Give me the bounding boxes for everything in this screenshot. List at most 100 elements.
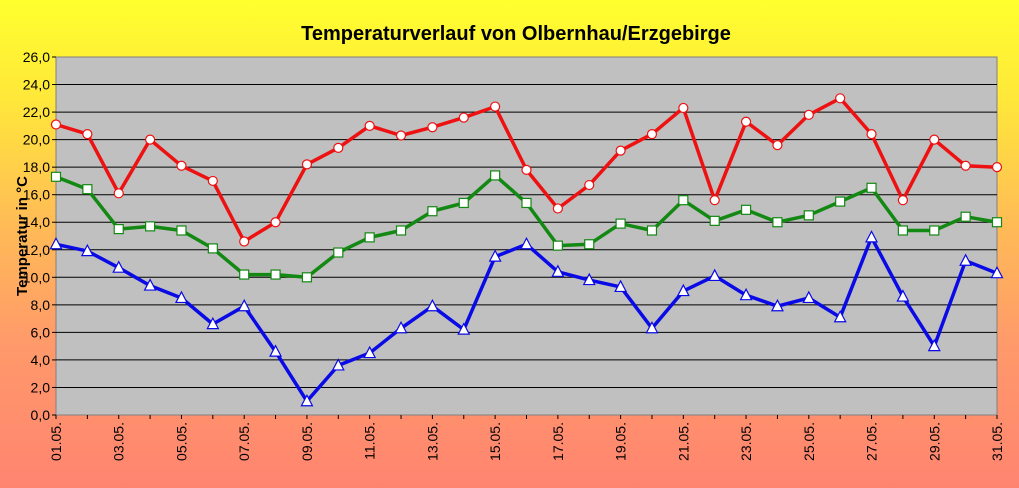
data-point — [582, 272, 596, 286]
data-point — [991, 217, 1003, 228]
data-point — [145, 134, 156, 145]
data-point — [929, 225, 940, 236]
x-tick-label: 05.05. — [173, 422, 189, 461]
y-tick-label: 8,0 — [31, 297, 51, 313]
data-point — [584, 179, 595, 191]
data-point — [614, 279, 628, 293]
series-2 — [50, 170, 1003, 283]
data-point — [207, 175, 218, 187]
data-point — [646, 225, 658, 236]
x-tick-label: 09.05. — [299, 422, 315, 461]
y-tick-label: 22,0 — [23, 104, 50, 120]
data-point — [301, 272, 313, 283]
data-point — [520, 236, 533, 250]
data-point — [615, 218, 626, 229]
data-point — [960, 211, 971, 222]
y-tick-label: 4,0 — [31, 352, 51, 368]
data-point — [143, 278, 157, 291]
data-point — [174, 290, 188, 304]
data-point — [395, 225, 407, 236]
data-point — [833, 309, 847, 323]
data-point — [49, 236, 63, 250]
data-point — [50, 119, 62, 130]
data-point — [678, 102, 689, 114]
data-point — [145, 221, 156, 232]
data-point — [584, 239, 595, 250]
x-tick-label: 23.05. — [738, 422, 754, 461]
data-point — [80, 243, 94, 257]
chart-title: Temperaturverlauf von Olbernhau/Erzgebir… — [301, 23, 731, 45]
data-point — [239, 236, 250, 247]
x-tick-label: 17.05. — [550, 422, 566, 461]
data-point — [457, 322, 471, 335]
x-tick-label: 07.05. — [236, 422, 252, 461]
x-tick-label: 15.05. — [487, 422, 503, 461]
data-point — [364, 232, 375, 243]
data-point — [425, 298, 439, 312]
data-point — [301, 159, 313, 170]
data-point — [678, 195, 689, 206]
data-point — [615, 145, 626, 156]
data-point — [709, 215, 720, 226]
data-point — [646, 129, 658, 140]
data-point — [708, 268, 722, 282]
data-point — [990, 265, 1004, 279]
x-tick-label: 11.05. — [362, 422, 378, 460]
y-axis-label: Temperatur in °C — [14, 176, 31, 296]
data-point — [740, 116, 752, 127]
data-point — [803, 109, 814, 120]
data-point — [239, 269, 250, 280]
data-point — [551, 264, 565, 277]
y-tick-label: 20,0 — [23, 132, 50, 148]
data-point — [896, 289, 910, 302]
data-point — [927, 338, 941, 352]
data-point — [364, 120, 375, 131]
data-point — [270, 217, 281, 228]
y-tick-label: 0,0 — [31, 407, 51, 423]
data-point — [959, 253, 973, 266]
y-tick-label: 18,0 — [23, 159, 50, 175]
data-point — [835, 93, 846, 104]
data-point — [207, 243, 218, 254]
data-point — [772, 140, 783, 151]
x-tick-label: 21.05. — [675, 422, 691, 461]
data-point — [865, 230, 879, 243]
data-point — [490, 101, 501, 112]
data-point — [270, 269, 281, 280]
x-axis-ticks: 01.05. 03.05. 05.05. 07.05. 09.05. 11.05. 13.0… — [48, 415, 1005, 461]
data-point — [363, 345, 377, 359]
series-1 — [50, 93, 1003, 247]
data-point — [395, 130, 407, 141]
data-point — [82, 184, 93, 195]
series-3 — [49, 230, 1004, 407]
data-point — [333, 247, 344, 258]
data-point — [991, 162, 1003, 173]
data-point — [206, 316, 220, 330]
x-tick-label: 29.05. — [926, 422, 942, 461]
data-point — [552, 203, 563, 214]
data-point — [331, 358, 345, 371]
data-point — [521, 197, 532, 209]
y-tick-label: 24,0 — [23, 77, 50, 93]
data-point — [835, 196, 846, 207]
x-tick-label: 13.05. — [424, 422, 440, 461]
data-point — [802, 290, 816, 304]
data-point — [113, 188, 124, 199]
y-tick-label: 10,0 — [23, 269, 50, 285]
data-point — [427, 122, 438, 133]
data-point — [740, 204, 752, 215]
data-point — [552, 240, 563, 251]
y-tick-label: 6,0 — [31, 324, 51, 340]
data-point — [739, 287, 753, 301]
y-tick-label: 14,0 — [23, 214, 50, 230]
data-point — [82, 129, 93, 140]
data-point — [458, 112, 469, 123]
y-tick-label: 2,0 — [31, 379, 51, 395]
x-tick-label: 27.05. — [864, 422, 880, 461]
data-point — [960, 160, 971, 171]
data-point — [770, 298, 784, 312]
data-point — [237, 298, 251, 312]
data-point — [112, 260, 126, 273]
